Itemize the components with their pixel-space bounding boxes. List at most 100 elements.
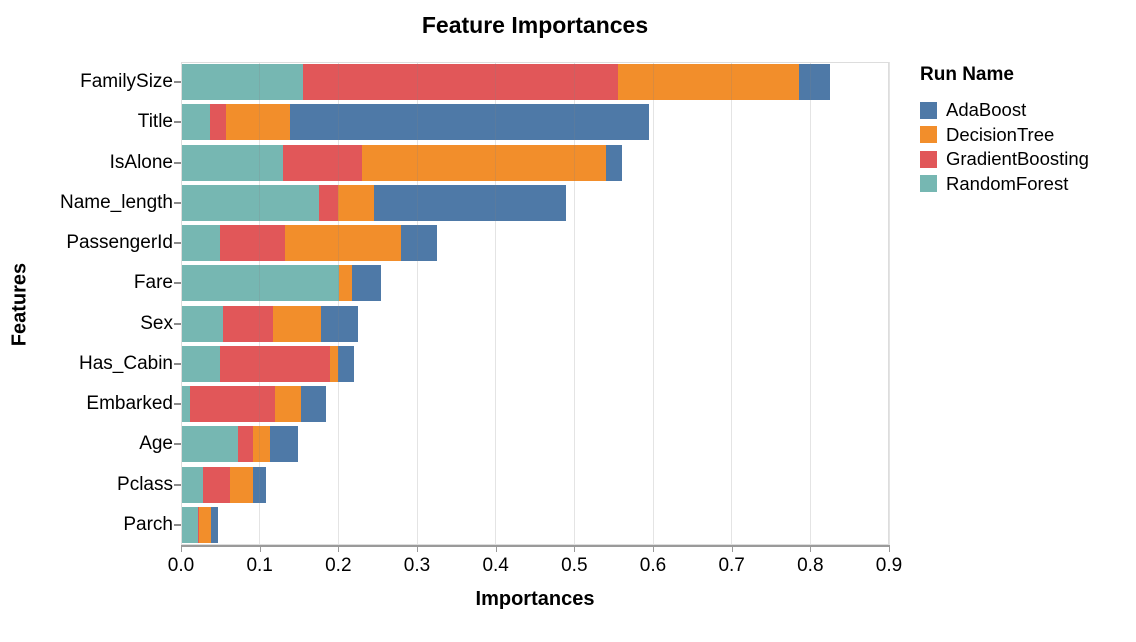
x-tick-label: 0.8 xyxy=(797,555,824,576)
legend-item-label: AdaBoost xyxy=(946,99,1027,121)
bar-segment xyxy=(351,265,381,302)
x-tick xyxy=(889,547,890,552)
legend-swatch-icon xyxy=(920,126,937,144)
y-tick xyxy=(174,81,181,84)
bar-segment xyxy=(798,64,830,101)
y-tick xyxy=(174,523,181,526)
bar-segment xyxy=(225,104,291,141)
bar-segment xyxy=(273,305,322,342)
gridline xyxy=(888,62,890,545)
bar-segment xyxy=(220,225,285,262)
y-tick-label: Title xyxy=(137,111,173,133)
legend-swatch-icon xyxy=(920,101,937,119)
x-tick-label: 0.7 xyxy=(718,555,745,576)
y-tick xyxy=(174,362,181,365)
bar-segment xyxy=(181,104,211,141)
gridline xyxy=(573,62,575,545)
bar-segment xyxy=(199,506,211,543)
x-tick xyxy=(810,547,812,552)
x-tick-label: 0.5 xyxy=(561,555,588,576)
gridline xyxy=(495,62,497,545)
bar-segment xyxy=(181,64,303,101)
y-tick xyxy=(174,322,181,325)
bar-segment xyxy=(181,466,204,503)
legend-items: AdaBoost DecisionTree GradientBoosting Rand… xyxy=(920,98,1089,196)
gridline xyxy=(259,62,261,545)
bar-segment xyxy=(210,104,226,141)
y-tick-label: Sex xyxy=(140,312,173,334)
y-tick xyxy=(174,282,181,285)
x-tick-label: 0.9 xyxy=(875,555,903,576)
bar-row xyxy=(181,64,889,101)
legend-title: Run Name xyxy=(920,64,1014,85)
x-tick-label: 0.6 xyxy=(639,555,667,576)
bar-segment xyxy=(189,386,275,423)
y-tick-label: FamilySize xyxy=(80,71,173,93)
legend-item: DecisionTree xyxy=(920,123,1089,148)
bar-row xyxy=(181,225,889,262)
x-tick xyxy=(574,547,576,552)
y-tick-label: IsAlone xyxy=(109,151,173,173)
bar-row xyxy=(181,506,889,543)
chart-title: Feature Importances xyxy=(421,12,649,38)
y-tick-label: Fare xyxy=(133,272,173,294)
bar-segment xyxy=(617,64,799,101)
gridline xyxy=(416,62,418,545)
x-tick xyxy=(417,547,418,552)
x-tick-label: 0.3 xyxy=(403,555,431,576)
x-tick-label: 0.1 xyxy=(246,555,273,576)
y-tick xyxy=(174,121,181,124)
y-tick xyxy=(174,201,181,204)
y-tick xyxy=(174,483,181,486)
bar-segment xyxy=(220,345,331,382)
y-tick-label: Parch xyxy=(123,513,173,535)
bar-segment xyxy=(337,184,374,221)
x-tick xyxy=(181,547,182,552)
x-tick xyxy=(495,547,497,552)
legend-swatch-icon xyxy=(920,150,937,168)
bar-segment xyxy=(181,305,223,342)
y-tick xyxy=(174,161,181,164)
x-tick-label: 0.0 xyxy=(167,555,195,576)
x-axis-line xyxy=(181,545,890,547)
x-axis-title: Importances xyxy=(475,588,595,610)
x-tick xyxy=(259,547,261,552)
bar-segment xyxy=(605,144,622,181)
legend-item: GradientBoosting xyxy=(920,147,1089,172)
bar-segment xyxy=(181,184,319,221)
bar-segment xyxy=(373,184,567,221)
bar-row xyxy=(181,426,889,463)
y-tick-label: Has_Cabin xyxy=(79,352,173,374)
bar-segment xyxy=(274,386,302,423)
gridline xyxy=(731,62,733,545)
bar-segment xyxy=(181,225,221,262)
y-tick-label: Name_length xyxy=(59,191,173,213)
bar-row xyxy=(181,104,889,141)
bar-segment xyxy=(229,466,254,503)
bar-row xyxy=(181,144,889,181)
legend-item: RandomForest xyxy=(920,172,1089,197)
y-tick-label: Age xyxy=(139,433,173,455)
bar-row xyxy=(181,386,889,423)
bar-segment xyxy=(181,386,190,423)
bar-segment xyxy=(321,305,358,342)
gridline xyxy=(809,62,811,545)
bar-segment xyxy=(338,345,355,382)
gridline xyxy=(652,62,654,545)
bar-segment xyxy=(181,144,284,181)
bar-segment xyxy=(401,225,437,262)
legend: Run Name AdaBoost DecisionTree GradientBoo… xyxy=(920,64,1089,196)
legend-item-label: GradientBoosting xyxy=(946,148,1089,170)
bar-segment xyxy=(253,426,270,463)
y-tick xyxy=(174,242,181,245)
y-tick xyxy=(174,403,181,406)
bar-row xyxy=(181,466,889,503)
legend-item-label: DecisionTree xyxy=(946,123,1055,145)
y-tick-label: Pclass xyxy=(117,473,173,495)
bar-segment xyxy=(210,506,218,543)
bar-segment xyxy=(290,104,650,141)
bar-row xyxy=(181,345,889,382)
bar-segment xyxy=(203,466,230,503)
bar-row xyxy=(181,265,889,302)
